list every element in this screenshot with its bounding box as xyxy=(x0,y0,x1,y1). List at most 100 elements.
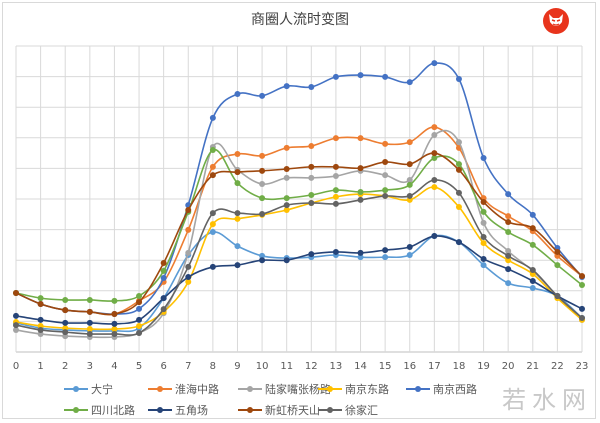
data-point xyxy=(382,158,389,165)
data-point xyxy=(382,192,389,199)
x-tick-label: 6 xyxy=(160,361,166,372)
legend-item: 南京西路 xyxy=(406,381,477,397)
data-point xyxy=(332,193,339,200)
x-tick-label: 3 xyxy=(87,361,93,372)
data-point xyxy=(382,254,389,261)
data-point xyxy=(283,144,290,151)
legend-label: 徐家汇 xyxy=(345,403,378,417)
data-point xyxy=(13,326,19,333)
data-point xyxy=(357,135,364,142)
series-2 xyxy=(13,129,585,341)
legend-swatch-icon xyxy=(318,406,342,413)
data-point xyxy=(554,262,561,269)
data-point xyxy=(382,187,389,194)
series-7 xyxy=(13,150,585,318)
legend-swatch-icon xyxy=(148,385,172,392)
x-tick-label: 18 xyxy=(453,361,466,372)
data-point xyxy=(308,192,315,199)
data-point xyxy=(160,295,167,302)
data-point xyxy=(283,83,290,90)
data-point xyxy=(37,316,44,323)
data-point xyxy=(308,163,315,170)
data-point xyxy=(308,84,315,91)
chart-title: 商圈人流时变图 xyxy=(251,12,349,28)
data-point xyxy=(234,243,241,250)
legend-item: 五角场 xyxy=(148,402,238,418)
data-point xyxy=(136,316,143,323)
data-point xyxy=(209,172,216,179)
data-point xyxy=(529,225,536,232)
data-point xyxy=(332,135,339,142)
legend-label: 四川北路 xyxy=(91,403,135,417)
data-point xyxy=(480,240,487,247)
data-point xyxy=(357,188,364,195)
series-1 xyxy=(13,124,585,318)
data-point xyxy=(308,143,315,150)
data-point xyxy=(505,213,512,220)
legend-row: 四川北路 五角场 新虹桥天山 徐家汇 xyxy=(64,399,494,420)
x-tick-label: 8 xyxy=(210,361,216,372)
data-point xyxy=(308,199,315,206)
data-point xyxy=(234,151,241,158)
legend-row: 大宁 淮海中路 陆家嘴张杨路 南京东路 南京西路 xyxy=(64,378,494,399)
data-point xyxy=(136,293,143,300)
data-point xyxy=(505,252,512,259)
data-point xyxy=(505,266,512,273)
data-point xyxy=(37,295,44,302)
data-point xyxy=(406,181,413,188)
data-point xyxy=(406,192,413,199)
series-line xyxy=(15,126,583,316)
data-point xyxy=(332,173,339,180)
data-point xyxy=(259,252,266,259)
data-point xyxy=(455,239,462,246)
legend-label: 淮海中路 xyxy=(175,382,219,396)
data-point xyxy=(259,167,266,174)
data-point xyxy=(86,326,93,333)
x-tick-label: 1 xyxy=(37,361,43,372)
data-point xyxy=(382,172,389,179)
legend-item: 淮海中路 xyxy=(148,381,238,397)
data-point xyxy=(209,210,216,217)
data-point xyxy=(357,165,364,172)
series-line xyxy=(15,231,583,333)
data-point xyxy=(357,72,364,79)
data-point xyxy=(111,311,118,318)
data-point xyxy=(455,161,462,168)
data-point xyxy=(185,278,192,285)
data-point xyxy=(234,210,241,217)
data-point xyxy=(86,308,93,315)
data-point xyxy=(259,152,266,159)
data-point xyxy=(37,300,44,307)
data-point xyxy=(185,263,192,270)
data-point xyxy=(505,280,512,287)
data-point xyxy=(455,189,462,196)
data-point xyxy=(332,200,339,207)
data-point xyxy=(234,180,241,187)
data-point xyxy=(382,140,389,147)
data-point xyxy=(209,221,216,228)
x-tick-label: 14 xyxy=(354,361,367,372)
data-point xyxy=(480,219,487,226)
data-point xyxy=(455,139,462,146)
data-point xyxy=(480,154,487,161)
data-point xyxy=(406,161,413,168)
data-point xyxy=(529,241,536,248)
data-point xyxy=(259,195,266,202)
data-point xyxy=(209,263,216,270)
data-point xyxy=(455,166,462,173)
x-tick-label: 17 xyxy=(428,361,441,372)
data-point xyxy=(480,262,487,269)
data-point xyxy=(283,166,290,173)
legend-item: 徐家汇 xyxy=(318,402,406,418)
data-point xyxy=(62,319,69,326)
data-point xyxy=(406,244,413,251)
x-tick-label: 16 xyxy=(403,361,416,372)
data-point xyxy=(505,248,512,255)
x-tick-label: 13 xyxy=(330,361,343,372)
data-point xyxy=(259,181,266,188)
data-point xyxy=(283,174,290,181)
series-8 xyxy=(13,177,585,337)
x-tick-label: 2 xyxy=(62,361,68,372)
data-point xyxy=(431,150,438,157)
data-point xyxy=(136,305,143,312)
